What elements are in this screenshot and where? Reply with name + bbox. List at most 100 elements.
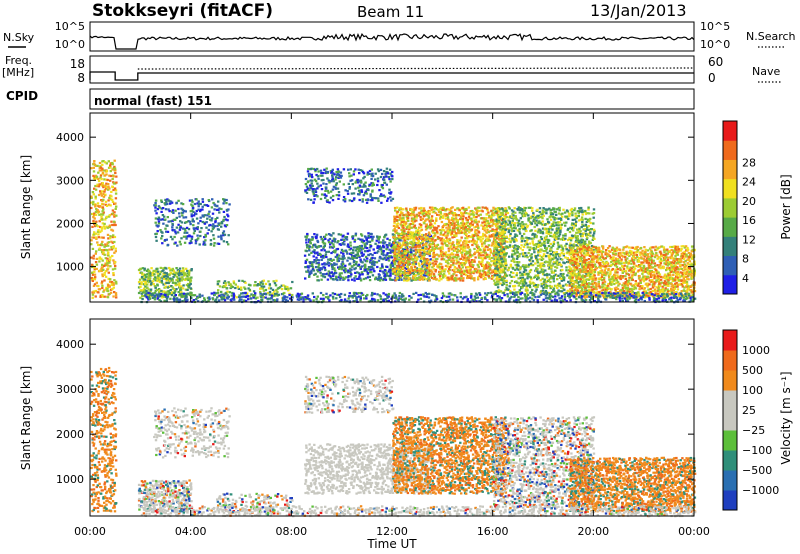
echo-cell — [472, 211, 475, 214]
echo-cell — [473, 260, 476, 263]
echo-cell — [421, 278, 425, 281]
echo-cell — [176, 280, 180, 283]
echo-cell — [381, 265, 384, 268]
echo-cell — [470, 271, 474, 274]
echo-cell — [99, 192, 102, 195]
echo-cell — [206, 217, 209, 220]
echo-cell — [539, 213, 542, 216]
echo-cell — [304, 189, 307, 192]
echo-cell — [533, 282, 536, 286]
echo-cell — [476, 206, 480, 209]
echo-cell — [481, 245, 484, 248]
echo-cell — [566, 215, 569, 218]
echo-cell — [470, 220, 474, 223]
echo-cell — [418, 251, 421, 254]
echo-cell — [107, 241, 111, 244]
echo-cell — [533, 225, 536, 229]
echo-cell — [422, 207, 426, 210]
echo-cell — [452, 244, 456, 247]
echo-cell — [411, 245, 414, 248]
echo-cell — [377, 250, 380, 253]
echo-cell — [475, 221, 478, 224]
echo-cell — [102, 236, 105, 239]
echo-cell — [395, 269, 398, 272]
echo-cell — [540, 282, 543, 285]
echo-cell — [358, 198, 361, 202]
echo-cell — [433, 240, 436, 243]
echo-cell — [428, 251, 431, 254]
nsearch-label: N.Search — [746, 30, 796, 43]
echo-cell — [197, 200, 200, 203]
echo-cell — [513, 207, 516, 210]
echo-cell — [407, 233, 410, 236]
echo-cell — [421, 213, 424, 216]
echo-cell — [386, 246, 389, 249]
echo-cell — [186, 231, 189, 234]
echo-cell — [523, 212, 526, 215]
echo-cell — [319, 197, 323, 201]
echo-cell — [305, 250, 308, 253]
echo-cell — [461, 218, 465, 221]
echo-cell — [148, 273, 151, 276]
echo-cell — [158, 280, 162, 284]
echo-cell — [343, 257, 346, 260]
echo-cell — [166, 202, 169, 206]
echo-cell — [402, 220, 406, 223]
echo-cell — [439, 248, 442, 251]
echo-cell — [365, 260, 369, 263]
echo-cell — [555, 213, 558, 216]
echo-cell — [534, 286, 537, 289]
echo-cell — [521, 249, 524, 252]
echo-cell — [398, 209, 401, 212]
echo-cell — [512, 245, 515, 248]
echo-cell — [320, 249, 323, 252]
echo-cell — [487, 275, 490, 278]
echo-cell — [424, 236, 427, 239]
echo-cell — [418, 244, 421, 247]
echo-cell — [313, 249, 316, 252]
echo-cell — [423, 252, 426, 255]
echo-cell — [538, 220, 541, 223]
echo-cell — [164, 208, 168, 211]
echo-cell — [427, 247, 431, 250]
echo-cell — [411, 231, 415, 234]
echo-cell — [401, 248, 405, 251]
echo-cell — [287, 287, 290, 290]
echo-cell — [199, 216, 202, 219]
echo-cell — [357, 254, 360, 257]
echo-cell — [306, 270, 309, 273]
echo-cell — [460, 211, 463, 214]
echo-cell — [446, 240, 449, 243]
echo-cell — [317, 253, 320, 256]
echo-cell — [485, 231, 488, 234]
echo-cell — [94, 177, 98, 180]
echo-cell — [380, 193, 383, 196]
echo-cell — [422, 261, 425, 264]
echo-cell — [311, 263, 314, 266]
echo-cell — [499, 211, 502, 214]
echo-cell — [445, 236, 448, 239]
echo-cell — [394, 260, 398, 263]
echo-cell — [344, 198, 347, 201]
echo-cell — [105, 215, 109, 218]
echo-cell — [338, 257, 341, 260]
echo-cell — [414, 236, 418, 239]
echo-cell — [456, 207, 460, 210]
echo-cell — [326, 272, 329, 275]
echo-cell — [338, 272, 342, 275]
echo-cell — [448, 226, 451, 229]
echo-cell — [431, 246, 434, 249]
echo-cell — [519, 208, 522, 211]
echo-cell — [461, 247, 465, 250]
echo-cell — [488, 257, 491, 260]
echo-cell — [451, 227, 455, 230]
echo-cell — [452, 219, 455, 223]
echo-cell — [529, 268, 533, 272]
echo-cell — [369, 253, 372, 256]
echo-cell — [540, 242, 543, 245]
echo-cell — [425, 271, 428, 274]
echo-cell — [222, 240, 226, 243]
echo-cell — [492, 206, 495, 209]
echo-cell — [351, 258, 355, 261]
echo-cell — [506, 211, 510, 215]
